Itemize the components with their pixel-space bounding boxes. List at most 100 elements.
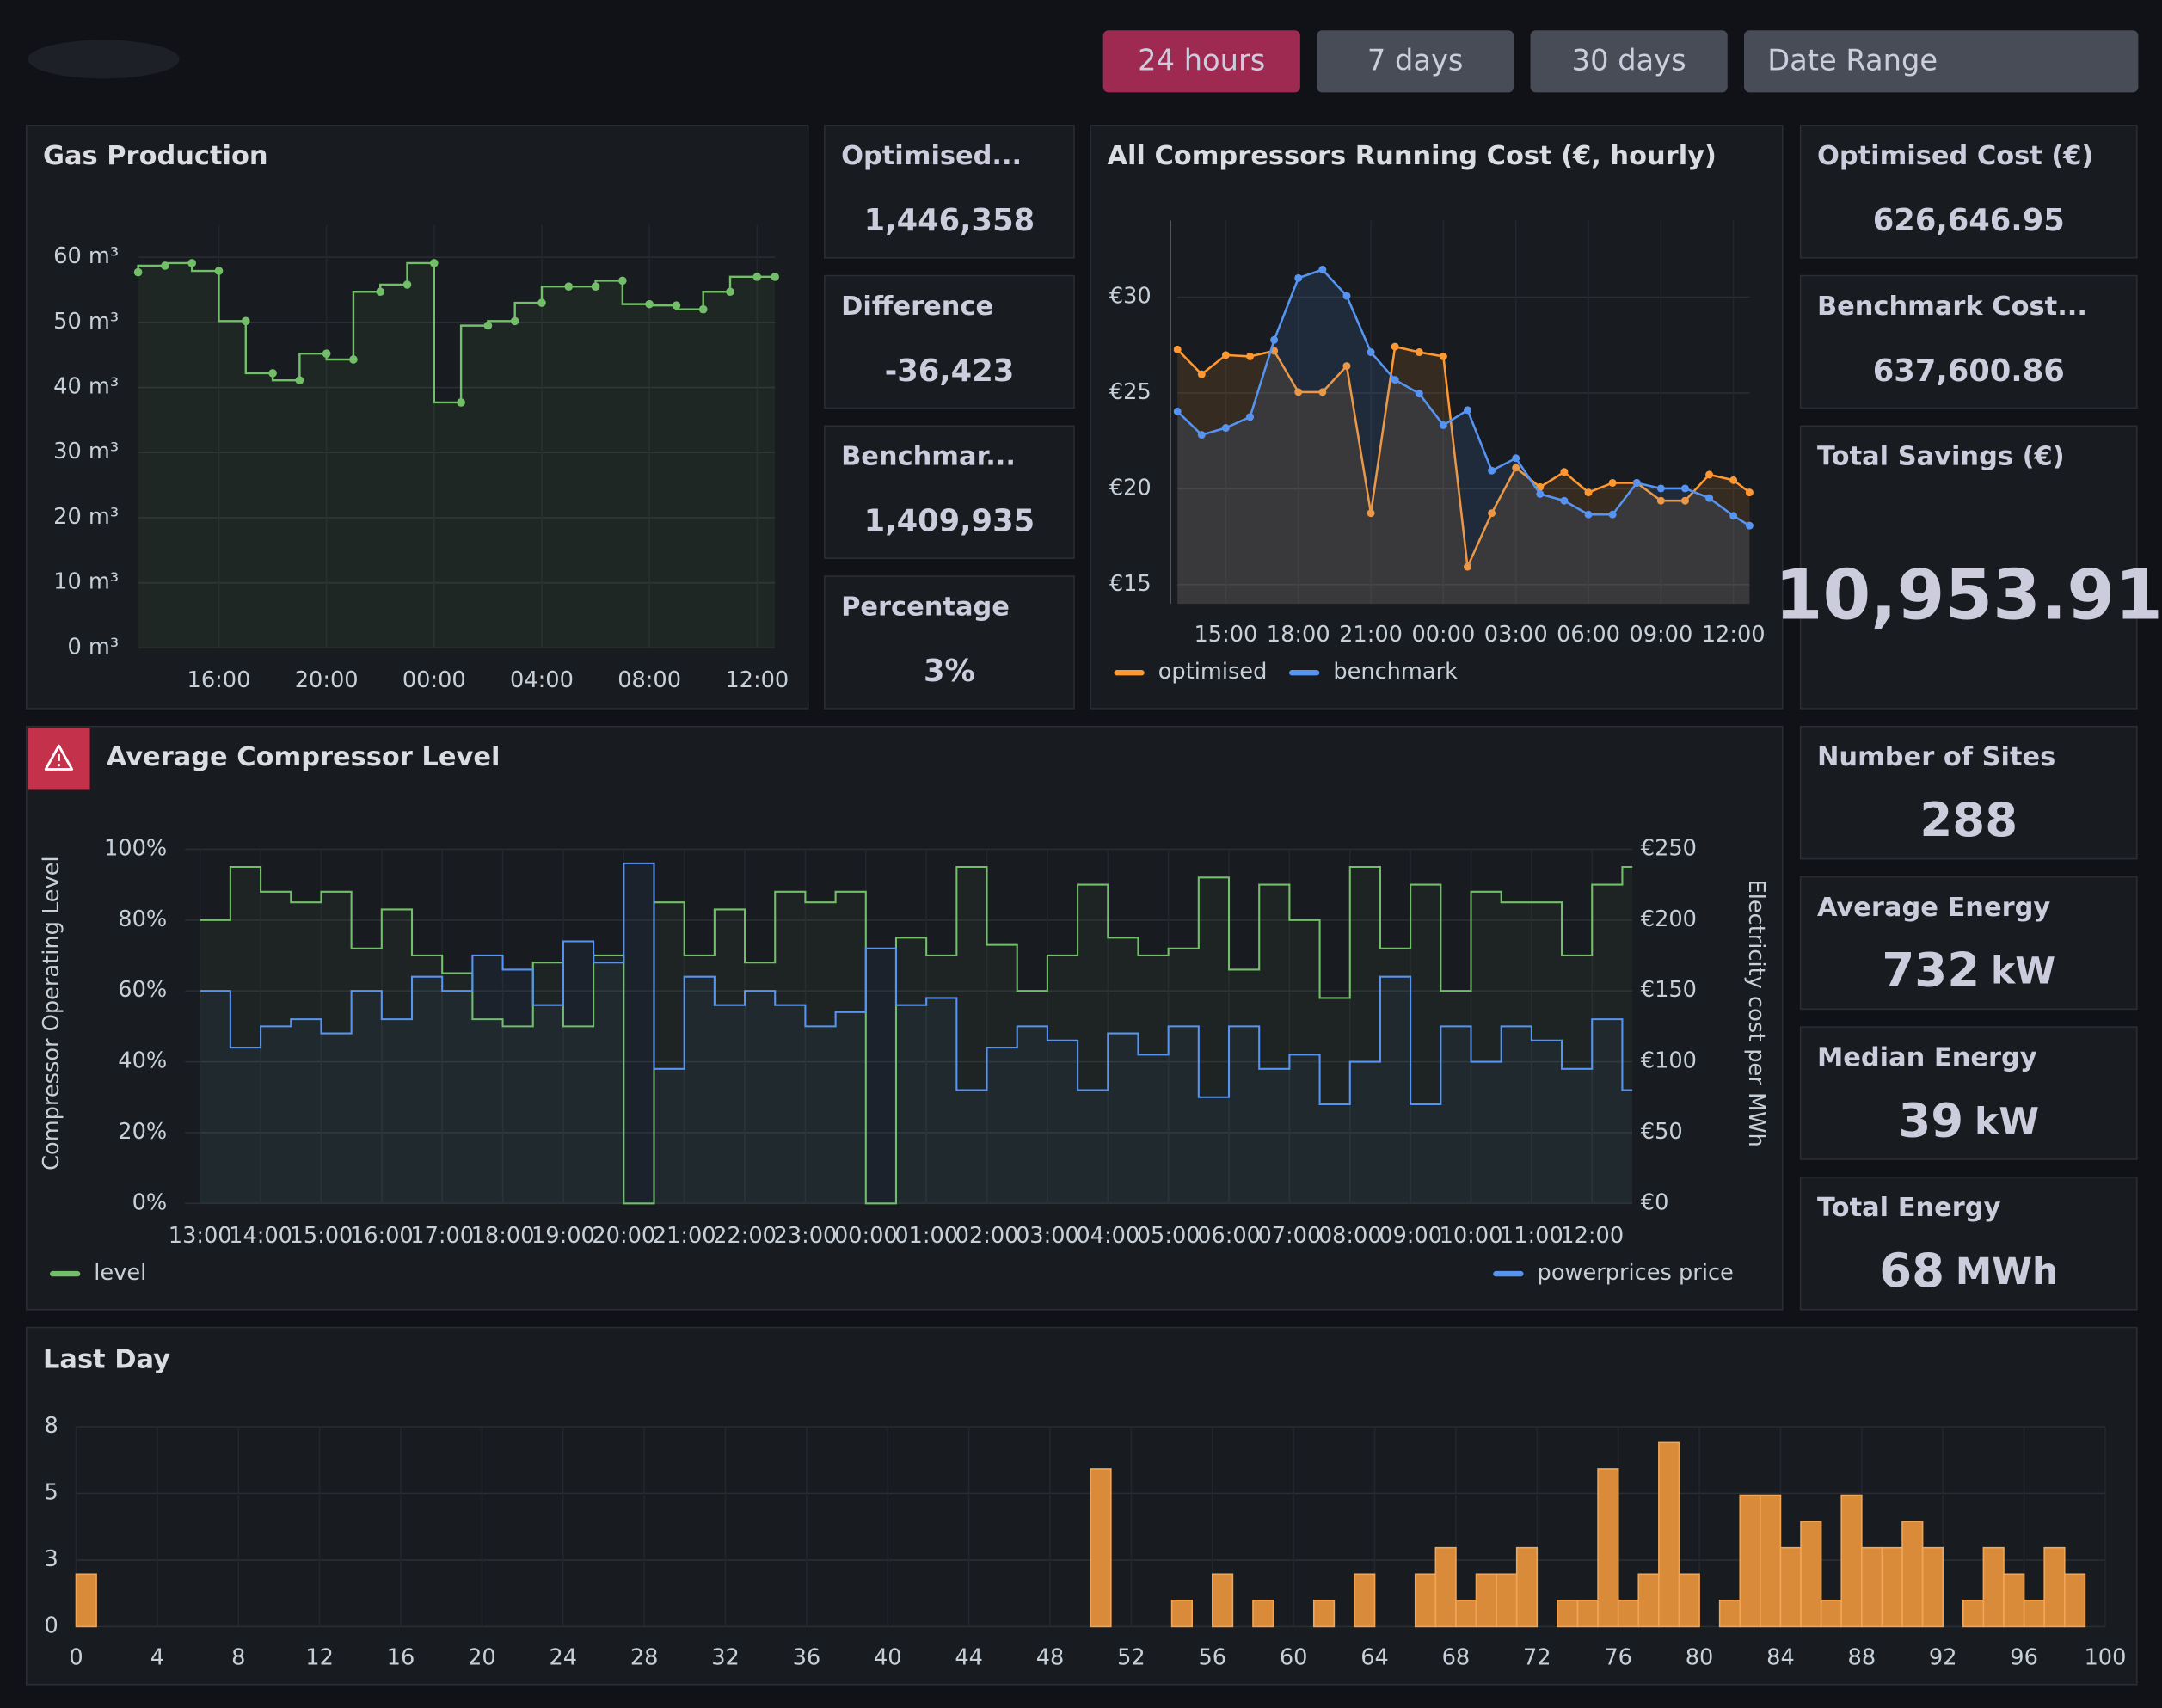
point <box>1729 512 1738 520</box>
bar <box>1840 1494 1863 1628</box>
point <box>726 287 734 297</box>
point <box>1464 406 1471 415</box>
bar <box>1982 1546 2005 1628</box>
x-tick-label: 16 <box>387 1644 415 1670</box>
point <box>1246 413 1255 421</box>
stat-title: Difference <box>841 292 993 322</box>
button[interactable] <box>1317 30 1514 93</box>
panel <box>824 425 1075 559</box>
x-tick-label: 17:00 <box>410 1223 474 1249</box>
x-tick-label: 68 <box>1442 1644 1471 1670</box>
bar <box>1475 1573 1497 1628</box>
panel <box>824 125 1075 259</box>
x-tick-label: 09:00 <box>1379 1223 1442 1249</box>
button-label[interactable]: 7 days <box>1367 44 1464 77</box>
stat-title: Average Energy <box>1817 893 2050 923</box>
bar <box>1820 1600 1843 1628</box>
x-tick-label: 06:00 <box>1557 622 1620 648</box>
stat-value: 68 MWh <box>1879 1243 2058 1298</box>
x-tick-label: 18:00 <box>1267 622 1330 648</box>
y-tick-label: 40 m³ <box>53 374 119 400</box>
button[interactable] <box>1102 30 1300 93</box>
y-tick-label: 100% <box>104 835 167 861</box>
point <box>672 301 681 310</box>
point <box>1439 352 1447 360</box>
x-tick-label: 16:00 <box>187 667 251 693</box>
line <box>200 862 1633 1106</box>
button-label[interactable]: Date Range <box>1767 44 1938 77</box>
point <box>510 316 519 326</box>
bar <box>1557 1600 1579 1628</box>
bar <box>1739 1494 1761 1628</box>
warning-icon <box>57 764 61 767</box>
point <box>645 299 654 309</box>
point <box>1680 496 1689 505</box>
bar <box>1414 1573 1437 1628</box>
button[interactable] <box>1530 30 1728 93</box>
panel <box>25 125 809 710</box>
x-tick-label: 88 <box>1848 1644 1876 1670</box>
y-axis-label: Compressor Operating Level <box>39 856 64 1170</box>
x-tick-label: 72 <box>1523 1644 1551 1670</box>
point <box>1488 509 1496 518</box>
y-tick-label: 20% <box>118 1119 167 1145</box>
point <box>1632 478 1641 487</box>
point <box>1584 510 1593 519</box>
y-tick-label: 3 <box>44 1546 58 1572</box>
panel <box>1799 876 2138 1011</box>
logo-blur <box>28 40 180 79</box>
point <box>187 259 197 267</box>
stat-title: Benchmark Cost... <box>1817 292 2087 322</box>
point <box>1512 464 1520 472</box>
stat-title: Percentage <box>841 592 1010 622</box>
point <box>161 261 169 270</box>
point <box>1488 466 1496 475</box>
x-tick-label: 24 <box>549 1644 577 1670</box>
bar <box>1921 1546 1944 1628</box>
bar <box>1597 1468 1619 1628</box>
button-label[interactable]: 30 days <box>1572 44 1686 77</box>
point <box>133 267 143 277</box>
x-tick-label: 96 <box>2010 1644 2038 1670</box>
button[interactable] <box>1743 30 2139 93</box>
y-tick-label: 10 m³ <box>53 569 119 595</box>
x-tick-label: 12:00 <box>725 667 789 693</box>
x-tick-label: 09:00 <box>1629 622 1692 648</box>
bar <box>1455 1600 1477 1628</box>
bar <box>1434 1546 1457 1628</box>
x-tick-label: 64 <box>1360 1644 1389 1670</box>
panel-title: Average Compressor Level <box>107 742 501 772</box>
warning-icon <box>44 744 74 771</box>
bar <box>1637 1573 1660 1628</box>
stat-value: 1,409,935 <box>864 504 1035 539</box>
stat-unit: kW <box>1991 950 2055 992</box>
point <box>1512 454 1520 463</box>
x-tick-label: 02:00 <box>955 1223 1019 1249</box>
x-tick-label: 56 <box>1198 1644 1226 1670</box>
button-label[interactable]: 24 hours <box>1138 44 1265 77</box>
x-tick-label: 0 <box>69 1644 83 1670</box>
stat-number: -36,423 <box>885 353 1015 389</box>
area <box>138 262 776 648</box>
legend-label: level <box>94 1260 146 1286</box>
stat-title: Median Energy <box>1817 1043 2037 1073</box>
stat-title: Total Savings (€) <box>1817 442 2065 472</box>
x-tick-label: 08:00 <box>617 667 681 693</box>
point <box>1608 510 1617 519</box>
x-tick-label: 01:00 <box>894 1223 958 1249</box>
point <box>1173 407 1182 415</box>
bar <box>1678 1573 1700 1628</box>
bar <box>2003 1573 2025 1628</box>
stat-unit: MWh <box>1956 1251 2058 1293</box>
stat-number: 288 <box>1919 792 2018 847</box>
point <box>1197 370 1206 378</box>
y-tick-label: 50 m³ <box>53 309 119 335</box>
x-tick-label: 76 <box>1604 1644 1632 1670</box>
bar <box>2023 1600 2045 1628</box>
y2-axis-label: Electricity cost per MWh <box>1743 880 1769 1147</box>
x-tick-label: 00:00 <box>402 667 466 693</box>
point <box>564 282 574 292</box>
y-tick-label: 40% <box>118 1048 167 1074</box>
point <box>537 298 546 307</box>
